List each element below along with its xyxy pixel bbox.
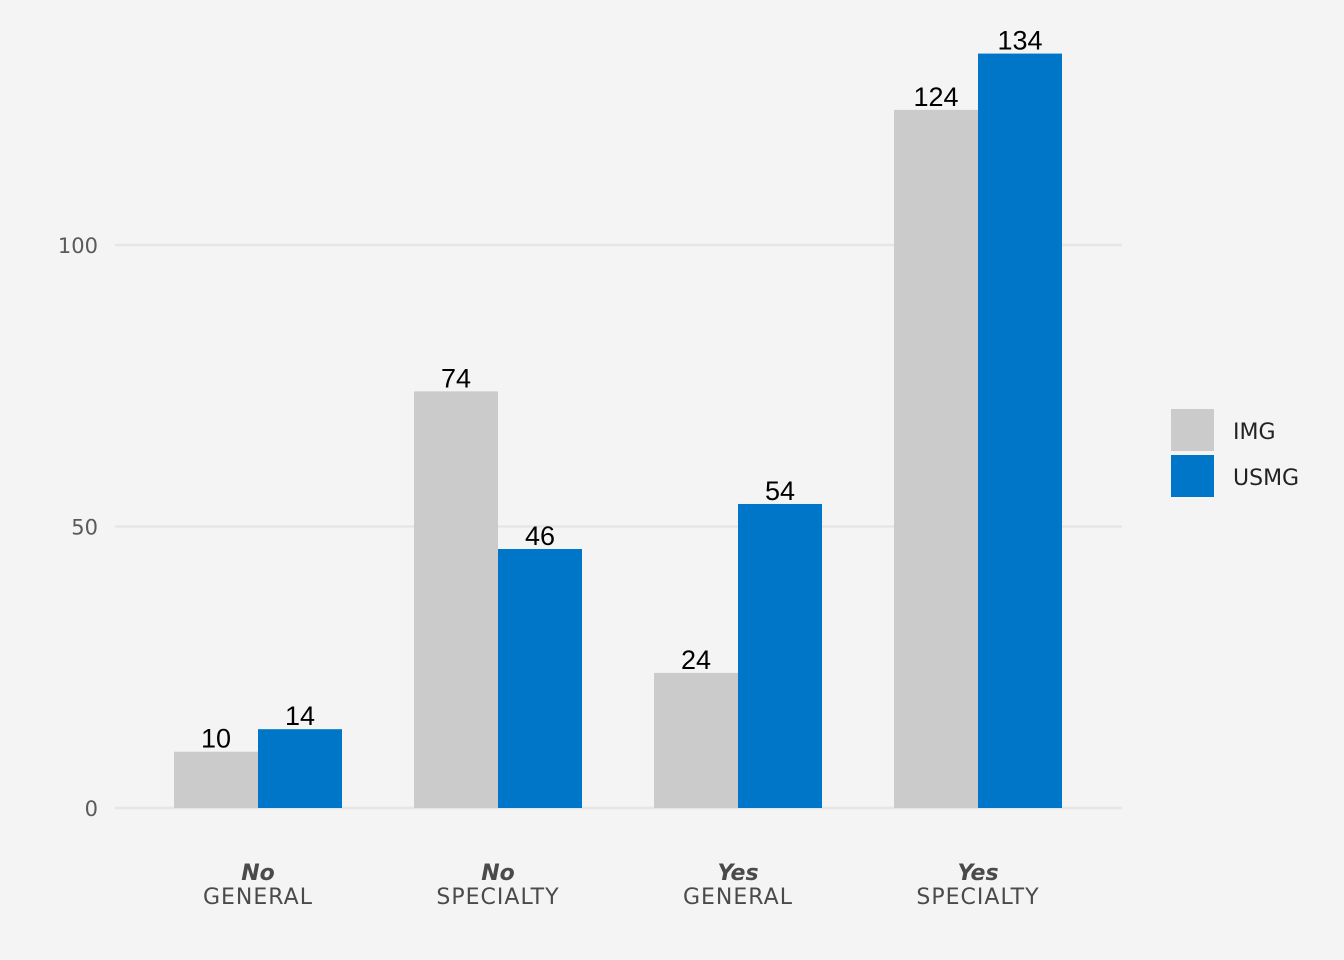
x-tick-label-line1: Yes <box>717 861 758 886</box>
bar-usmg <box>738 503 822 808</box>
x-tick-label-line1: Yes <box>957 861 998 886</box>
data-label: 24 <box>681 645 711 675</box>
data-label: 124 <box>913 82 958 112</box>
y-tick-label: 50 <box>71 516 98 540</box>
x-tick-label-line1: No <box>241 861 275 886</box>
x-tick-label-line2: GENERAL <box>683 885 793 910</box>
y-tick-label: 0 <box>85 797 98 821</box>
legend-swatch-img <box>1171 409 1214 451</box>
x-tick-label-line2: SPECIALTY <box>916 885 1039 910</box>
bar-img <box>654 672 738 808</box>
legend-label: USMG <box>1233 466 1299 491</box>
bar-img <box>894 109 978 808</box>
x-tick-label-line2: SPECIALTY <box>436 885 559 910</box>
legend-label: IMG <box>1233 420 1276 445</box>
x-tick-label-line1: No <box>481 861 515 886</box>
bar-usmg <box>978 53 1062 808</box>
bar-img <box>414 391 498 808</box>
bar-usmg <box>498 549 582 808</box>
bar-img <box>174 751 258 808</box>
data-label: 134 <box>997 26 1042 56</box>
y-tick-label: 100 <box>58 234 98 258</box>
data-label: 54 <box>765 476 795 506</box>
data-label: 14 <box>285 701 315 731</box>
data-label: 74 <box>441 363 471 393</box>
legend-swatch-usmg <box>1171 455 1214 497</box>
data-label: 10 <box>201 724 231 754</box>
bar-usmg <box>258 729 342 808</box>
data-label: 46 <box>525 521 555 551</box>
x-tick-label-line2: GENERAL <box>203 885 313 910</box>
